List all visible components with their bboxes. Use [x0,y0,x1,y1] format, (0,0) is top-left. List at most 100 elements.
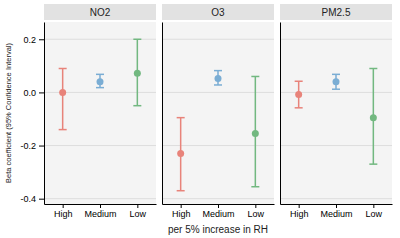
error-cap-high [295,80,303,82]
error-bar-group [59,68,67,129]
y-tick-label: 0.0 [23,88,36,98]
x-tick-mark [336,204,337,208]
error-cap-low [214,84,222,86]
point [177,150,184,157]
x-tick-mark [181,204,182,208]
grid [162,39,274,198]
grid-line [162,198,274,199]
y-tick: 0.0 [23,88,44,98]
x-axis: HighMediumLow [163,204,275,219]
y-tick-label: 0.2 [23,35,36,45]
error-cap-low [96,87,104,89]
x-tick-mark [255,204,256,208]
panel: O3 HighMediumLow per 5% increase in RH [162,4,275,235]
error-cap-low [59,129,67,131]
error-bar-group [332,74,340,89]
error-cap-high [177,117,185,119]
grid-line [280,145,392,146]
plot-background [162,22,274,204]
error-bar-group [96,74,104,87]
point [252,130,259,137]
error-cap-high [369,68,377,70]
error-cap-low [177,190,185,192]
error-bar [62,68,64,129]
y-axis-line [44,23,45,205]
error-bar-group [251,76,259,186]
x-tick-mark [299,204,300,208]
error-cap-low [332,88,340,90]
y-tick-mark [39,199,44,200]
y-tick: -0.2 [20,141,44,151]
x-tick: Medium [84,204,116,219]
x-tick-mark [63,204,64,208]
point [370,114,377,121]
grid [44,39,156,198]
x-tick-label: Medium [84,209,116,219]
y-axis-title: Beta coefficient (95% Confidence Interva… [4,43,13,183]
panel-title: PM2.5 [322,7,351,18]
panel-title: NO2 [90,7,111,18]
x-tick-label: Low [366,209,383,219]
error-cap-low [369,163,377,165]
y-axis-line [280,23,281,205]
x-tick-label: High [290,209,309,219]
y-axis [280,23,282,205]
grid-line [280,198,392,199]
x-tick: High [54,204,73,219]
error-bar-group [214,71,222,85]
x-tick: High [172,204,191,219]
point [295,91,302,98]
error-bar-group [369,68,377,164]
error-bar-group [177,118,185,191]
error-cap-low [251,186,259,188]
x-axis: High Medium Low [45,204,157,219]
chart-svg: NO2 -0.4 -0.2 0.0 0.2 High Medium Low Beta coeff… [0,0,400,238]
error-cap-high [133,39,141,41]
grid-line [280,39,392,40]
error-cap-high [251,76,259,78]
y-tick-label: -0.2 [20,141,36,151]
point [97,78,104,85]
y-tick-mark [39,39,44,40]
marks [59,39,142,129]
error-cap-low [133,105,141,107]
point [134,70,141,77]
point [215,75,222,82]
y-tick-mark [39,146,44,147]
plot-background [44,22,156,204]
error-bar-group [133,39,141,105]
y-tick-mark [39,92,44,93]
x-tick-label: High [172,209,191,219]
y-tick-label: -0.4 [20,194,36,204]
x-tick-label: Medium [320,209,352,219]
y-axis-line [162,23,163,205]
x-tick-label: High [54,209,73,219]
error-cap-high [59,68,67,70]
marks [295,68,378,164]
strip-background [280,4,392,20]
grid [280,39,392,198]
y-tick: 0.2 [23,35,44,45]
x-tick: Low [366,204,383,219]
grid-line [162,145,274,146]
y-axis: -0.4 -0.2 0.0 0.2 [20,23,44,205]
x-tick: Low [130,204,147,219]
x-tick-label: Low [248,209,265,219]
x-tick-mark [137,204,138,208]
error-cap-high [214,70,222,72]
x-tick: Low [248,204,265,219]
error-bar-group [295,81,303,108]
panel-title: O3 [211,7,225,18]
panel: PM2.5 High Medium Low [280,4,393,219]
x-tick-mark [373,204,374,208]
x-tick-mark [100,204,101,208]
strip-background [162,4,274,20]
grid-line [162,39,274,40]
marks [177,71,260,191]
plot-background [280,22,392,204]
x-axis-title: per 5% increase in RH [168,224,268,235]
error-cap-high [332,74,340,76]
x-axis: High Medium Low [281,204,393,219]
grid-line [44,145,156,146]
y-axis [162,23,164,205]
